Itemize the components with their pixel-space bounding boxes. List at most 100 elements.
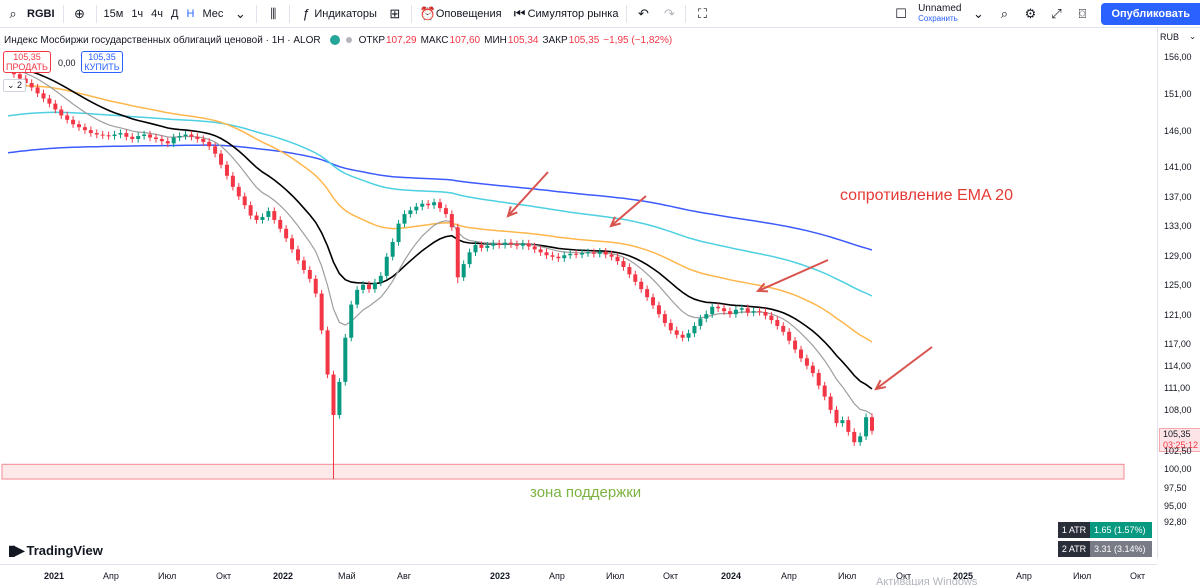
time-axis[interactable]: 2021 Апр Июл Окт 2022 Май Авг 2023 Апр Июл Окт 2024…	[0, 564, 1157, 586]
candle-body	[698, 318, 703, 326]
logo-text: TradingView	[26, 543, 103, 558]
symbol-search[interactable]: ⌕ RGBI	[0, 0, 60, 28]
replay-label: Симулятор рынка	[527, 7, 619, 20]
candle-body	[810, 365, 815, 374]
price-tick: 92,80	[1164, 517, 1187, 528]
interval-15m[interactable]: 15м	[103, 7, 124, 20]
candle-body	[692, 325, 697, 334]
candle-body	[118, 133, 123, 135]
candle-body	[372, 282, 377, 290]
layout-dropdown[interactable]: ⌄	[965, 0, 991, 28]
templates-button[interactable]: ⊞	[382, 0, 408, 28]
candle-body	[662, 314, 667, 323]
candle-body	[834, 409, 839, 424]
square-icon: ☐	[895, 6, 907, 21]
open-value: 107,29	[386, 34, 417, 46]
candle-body	[272, 211, 277, 220]
candle-body	[710, 306, 715, 315]
compare-button[interactable]: ⊕	[67, 0, 93, 28]
candle-body	[361, 284, 366, 290]
layout-checkbox[interactable]: ☐	[888, 0, 914, 28]
snapshot-button[interactable]: ⌼	[1069, 0, 1095, 28]
frame-icon: ⛶	[697, 5, 708, 21]
candle-body	[390, 242, 395, 257]
interval-day[interactable]: Д	[171, 7, 179, 20]
arrow-line[interactable]	[875, 346, 933, 390]
candle-body	[509, 242, 514, 245]
chevron-down-icon: ⌄	[234, 5, 246, 21]
candle-body	[840, 420, 845, 424]
replay-button[interactable]: ⏮ Симулятор рынка	[507, 0, 624, 28]
price-chart[interactable]: сопротивление EMA 20 зона поддержки	[0, 48, 1157, 564]
time-tick: Июл	[606, 571, 625, 581]
candle-body	[763, 311, 768, 316]
candle-body	[591, 252, 596, 254]
quick-search-button[interactable]: ⌕	[991, 0, 1017, 28]
price-tick: 111,00	[1164, 383, 1191, 394]
candle-body	[438, 202, 442, 209]
sell-button[interactable]: 105,35 ПРОДАТЬ	[3, 51, 51, 73]
collapse-count: 2	[17, 80, 23, 90]
atr-1-badge: 1 ATR 1.65 (1.57%)	[1058, 522, 1152, 538]
data-status-icon	[345, 37, 352, 43]
layout-name: Unnamed	[918, 3, 962, 14]
chart-type-button[interactable]: ⫼	[260, 0, 286, 28]
publish-button[interactable]: Опубликовать	[1101, 3, 1200, 25]
interval-4h[interactable]: 4ч	[151, 7, 164, 20]
interval-month[interactable]: Мес	[202, 7, 224, 20]
ema-line-200[interactable]	[7, 144, 873, 251]
time-tick: Май	[338, 571, 356, 581]
interval-dropdown[interactable]: ⌄	[227, 0, 253, 28]
time-tick: 2024	[721, 571, 742, 581]
candle-body	[331, 374, 336, 415]
symbol-label: RGBI	[27, 7, 55, 20]
undo-button[interactable]: ↶	[630, 0, 656, 28]
support-annotation[interactable]: зона поддержки	[530, 484, 641, 501]
fullscreen-button[interactable]: ⤢	[1043, 0, 1069, 28]
last-price-value: 105,35	[1163, 429, 1191, 439]
candle-body	[864, 417, 869, 437]
price-tick: 100,00	[1164, 464, 1192, 475]
arrow-line[interactable]	[610, 195, 647, 227]
arrow-line[interactable]	[757, 259, 829, 292]
undo-icon: ↶	[638, 5, 649, 21]
fullscreen-select-button[interactable]: ⛶	[689, 0, 715, 28]
arrow-line[interactable]	[507, 171, 549, 217]
candle-body	[455, 227, 460, 278]
candle-body	[94, 133, 99, 135]
candle-body	[29, 83, 34, 88]
legend-collapse-toggle[interactable]: ⌄ 2	[3, 79, 27, 92]
candle-body	[757, 311, 762, 313]
resistance-annotation[interactable]: сопротивление EMA 20	[840, 187, 1013, 204]
redo-button[interactable]: ↷	[656, 0, 682, 28]
candle-body	[337, 381, 342, 415]
support-zone-rect[interactable]	[1, 463, 1125, 480]
divider	[685, 4, 687, 23]
candle-body	[35, 87, 40, 94]
buy-button[interactable]: 105,35 КУПИТЬ	[81, 51, 123, 73]
time-tick: Июл	[838, 571, 857, 581]
candle-body	[224, 164, 229, 176]
candle-body	[153, 137, 158, 139]
price-axis[interactable]: RUB ⌄ 105,35 03:25:12 156,00 151,00 146,00…	[1157, 28, 1200, 558]
series-title[interactable]: Индекс Мосбиржи государственных облигаци…	[4, 34, 321, 46]
interval-1h[interactable]: 1ч	[131, 7, 144, 20]
currency-selector[interactable]: RUB	[1160, 32, 1180, 42]
indicators-button[interactable]: ƒ Индикаторы	[293, 0, 382, 28]
candle-body	[53, 103, 58, 110]
interval-week[interactable]: Н	[186, 7, 195, 20]
time-tick: 2022	[273, 571, 294, 581]
tradingview-logo[interactable]: ▮▶ TradingView	[8, 542, 103, 559]
ema-line-50[interactable]	[7, 85, 873, 343]
ema-line-20[interactable]	[7, 66, 873, 390]
high-value: 107,60	[449, 34, 481, 46]
search-icon: ⌕	[1000, 6, 1009, 21]
layout-name-menu[interactable]: Unnamed Сохранить	[914, 4, 965, 24]
alerts-button[interactable]: ⏰ Оповещения	[415, 0, 507, 28]
candle-body	[633, 274, 638, 282]
settings-button[interactable]: ⚙	[1017, 0, 1043, 28]
tradingview-logo-icon: ▮▶	[8, 542, 25, 558]
candle-body	[609, 254, 614, 257]
ema-line-100[interactable]	[7, 111, 873, 297]
time-tick: Окт	[896, 571, 912, 581]
